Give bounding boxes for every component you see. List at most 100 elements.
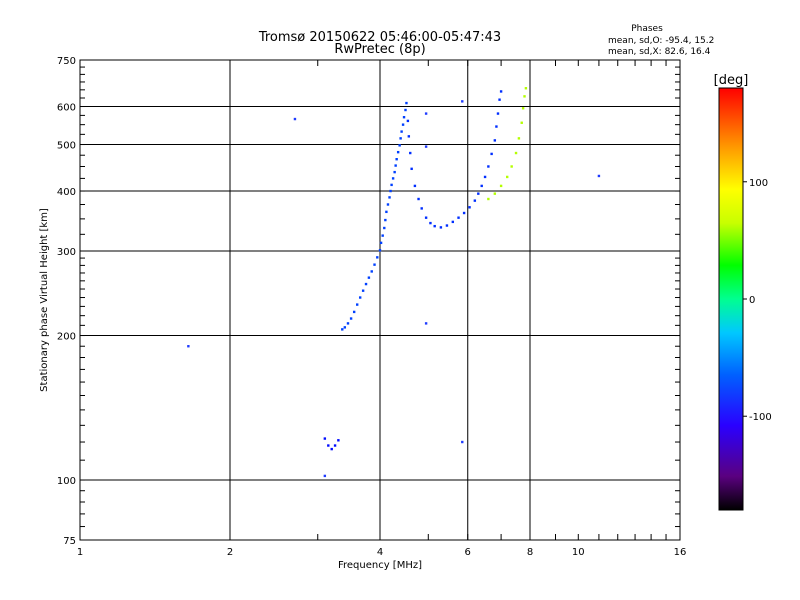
- data-point: [451, 220, 455, 224]
- data-point: [473, 199, 477, 202]
- colorbar-label: [deg]: [714, 73, 749, 88]
- y-tick-label: 75: [63, 536, 76, 547]
- data-point: [462, 211, 466, 215]
- data-point: [523, 95, 526, 98]
- x-tick-label: 16: [674, 547, 687, 558]
- data-point: [477, 192, 480, 195]
- data-point: [405, 101, 408, 105]
- data-point: [521, 107, 525, 110]
- data-point: [395, 158, 398, 161]
- data-point: [404, 108, 407, 112]
- data-point: [327, 444, 330, 447]
- data-point: [409, 151, 412, 155]
- data-point: [293, 117, 297, 121]
- data-point: [379, 241, 383, 245]
- data-point: [433, 224, 436, 228]
- y-tick-label: 300: [57, 247, 76, 258]
- data-point: [498, 98, 501, 101]
- y-tick-label: 100: [57, 476, 76, 487]
- data-point: [499, 184, 503, 188]
- data-point: [496, 112, 500, 115]
- colorbar-tick-label: 0: [749, 295, 755, 306]
- data-point: [358, 296, 362, 299]
- plot-frame: [79, 59, 681, 541]
- y-tick-label: 400: [57, 187, 76, 198]
- data-point: [461, 440, 464, 444]
- data-point: [597, 174, 601, 178]
- data-point: [333, 444, 337, 447]
- data-point: [386, 203, 390, 206]
- data-point: [352, 310, 356, 314]
- data-point: [490, 152, 493, 156]
- x-tick-label: 2: [227, 547, 233, 558]
- data-point: [390, 183, 393, 187]
- data-point: [383, 226, 386, 230]
- data-point: [373, 263, 376, 266]
- data-point: [514, 151, 518, 155]
- data-point: [406, 119, 410, 123]
- data-point: [402, 116, 406, 119]
- data-point: [370, 270, 373, 273]
- colorbar-tick-label: 100: [749, 178, 768, 189]
- data-point: [505, 175, 509, 179]
- data-point: [461, 100, 464, 103]
- data-point: [337, 439, 340, 442]
- colorbar-tick-label: -100: [749, 412, 772, 423]
- chart-labels: Tromsø 20150622 05:46:00-05:47:43 RwPret…: [39, 24, 748, 571]
- data-point: [367, 276, 371, 279]
- data-point: [410, 167, 413, 171]
- data-point: [424, 216, 428, 219]
- data-point: [396, 150, 400, 154]
- y-tick-label: 750: [57, 56, 76, 67]
- data-point: [355, 303, 359, 306]
- data-point: [399, 137, 402, 140]
- data-point: [520, 121, 523, 124]
- data-point: [378, 249, 382, 252]
- data-point: [187, 345, 190, 348]
- data-point: [407, 135, 411, 138]
- data-point: [381, 234, 384, 237]
- data-point: [389, 189, 392, 193]
- data-point: [420, 207, 423, 210]
- data-point: [413, 184, 417, 188]
- data-point: [424, 145, 428, 148]
- data-point: [391, 177, 395, 180]
- data-point: [457, 216, 460, 219]
- data-point: [323, 437, 327, 440]
- data-point: [400, 130, 403, 133]
- data-point: [330, 447, 333, 451]
- data-point: [388, 196, 391, 199]
- data-point: [517, 137, 521, 140]
- data-point: [524, 87, 528, 90]
- data-point: [346, 322, 350, 325]
- data-point: [364, 282, 368, 286]
- x-tick-label: 6: [465, 547, 471, 558]
- colorbar-scale: [718, 87, 744, 511]
- y-tick-label: 200: [57, 332, 76, 343]
- x-tick-label: 1: [77, 547, 83, 558]
- data-point: [487, 197, 490, 201]
- y-tick-label: 500: [57, 141, 76, 152]
- data-point: [429, 221, 432, 225]
- data-point: [384, 218, 387, 222]
- data-point: [510, 165, 513, 168]
- data-point: [323, 474, 327, 478]
- stats-label: Phases: [631, 24, 663, 34]
- data-point: [394, 164, 397, 167]
- data-point: [495, 125, 498, 128]
- x-tick-label: 10: [572, 547, 585, 558]
- data-point: [349, 317, 353, 320]
- data-point: [343, 326, 347, 329]
- data-point: [439, 226, 443, 229]
- x-axis-label: Frequency [MHz]: [338, 560, 422, 571]
- data-point: [341, 328, 344, 331]
- data-point: [493, 192, 497, 195]
- data-point: [424, 322, 428, 325]
- data-point: [487, 165, 490, 168]
- chart-title: Tromsø 20150622 05:46:00-05:47:43: [258, 30, 501, 45]
- data-point: [493, 139, 497, 142]
- x-tick-label: 8: [527, 547, 533, 558]
- stats-o-line: mean, sd,O: -95.4, 15.2: [608, 36, 714, 46]
- data-point: [483, 175, 487, 179]
